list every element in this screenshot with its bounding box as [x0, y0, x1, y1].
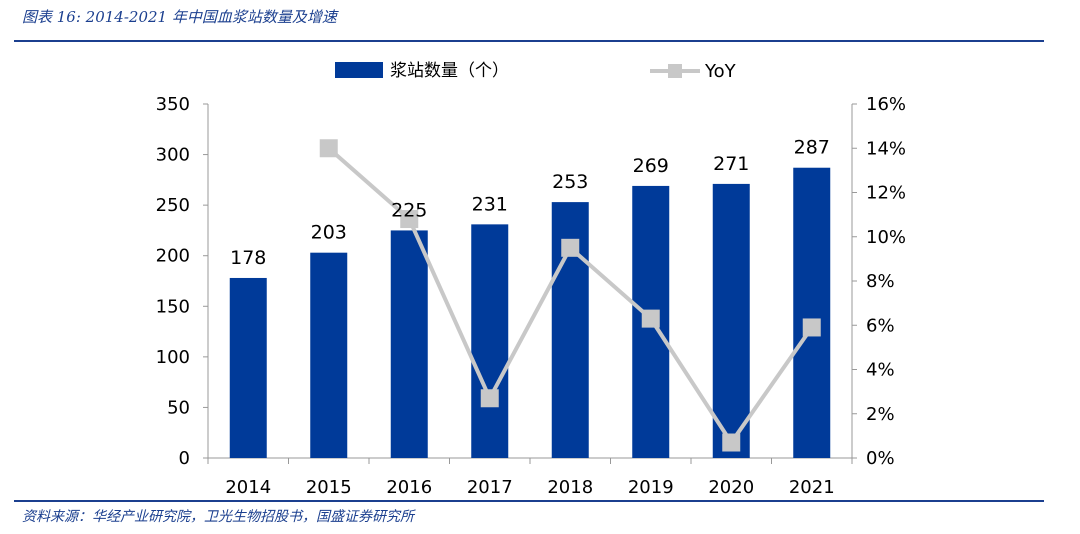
chart-figure-title: 图表 16: 2014-2021 年中国血浆站数量及增速 [22, 8, 337, 26]
x-axis-tick-label: 2018 [547, 477, 593, 498]
right-axis-tick-label: 2% [866, 404, 895, 425]
chart-legend: 浆站数量（个） YoY [335, 61, 737, 82]
data-label: 231 [472, 193, 508, 215]
yoy-point [722, 433, 741, 452]
right-axis-tick-label: 14% [866, 138, 906, 159]
title-divider [14, 40, 1044, 42]
right-axis-tick-label: 8% [866, 271, 895, 292]
left-axis-tick-label: 0 [179, 448, 190, 469]
legend-line-label: YoY [704, 61, 737, 82]
data-label: 287 [794, 137, 830, 159]
chart-axes: 0 50 100 150 200 250 300 350 0% 2% 4% 6% 8% 10% 12% 14%… [156, 94, 906, 498]
right-axis-tick-label: 6% [866, 315, 895, 336]
left-axis-tick-label: 300 [156, 145, 190, 166]
left-axis-tick-label: 350 [156, 94, 190, 115]
data-label: 225 [391, 199, 427, 221]
data-labels: 178 203 225 231 253 269 271 287 [230, 137, 830, 269]
bar-series [229, 167, 831, 458]
bar [793, 167, 831, 458]
yoy-point [641, 309, 660, 328]
x-axis-tick-label: 2020 [708, 477, 754, 498]
bar [390, 230, 428, 458]
data-label: 203 [311, 222, 347, 244]
right-axis-tick-label: 4% [866, 360, 895, 381]
yoy-point [561, 238, 580, 257]
legend-bar-label: 浆站数量（个） [390, 61, 509, 81]
legend-line-marker [668, 64, 682, 78]
left-axis-tick-label: 150 [156, 296, 190, 317]
x-axis-tick-label: 2015 [306, 477, 352, 498]
yoy-point [802, 318, 821, 337]
x-axis-tick-label: 2019 [628, 477, 674, 498]
data-label: 178 [230, 247, 266, 269]
source-note: 资料来源：华经产业研究院，卫光生物招股书，国盛证券研究所 [22, 509, 414, 525]
yoy-point [319, 139, 338, 158]
source-divider [14, 500, 1044, 502]
yoy-line-series [319, 139, 821, 452]
left-axis-tick-label: 100 [156, 347, 190, 368]
left-axis-tick-label: 50 [167, 397, 190, 418]
bar [471, 224, 509, 458]
bar [712, 183, 750, 458]
bar [310, 252, 348, 458]
yoy-point [400, 210, 419, 229]
bar [229, 277, 267, 458]
right-axis-tick-label: 12% [866, 183, 906, 204]
left-axis-tick-label: 250 [156, 195, 190, 216]
x-axis-tick-label: 2021 [789, 477, 835, 498]
data-label: 269 [633, 155, 669, 177]
x-axis-tick-label: 2016 [386, 477, 432, 498]
right-axis-tick-label: 10% [866, 227, 906, 248]
x-axis-tick-label: 2014 [225, 477, 271, 498]
left-axis-tick-label: 200 [156, 246, 190, 267]
right-axis-tick-label: 16% [866, 94, 906, 115]
yoy-point [480, 389, 499, 408]
data-label: 271 [713, 153, 749, 175]
right-axis-tick-label: 0% [866, 448, 895, 469]
data-label: 253 [552, 171, 588, 193]
legend-bar-swatch [335, 62, 383, 78]
x-axis-tick-label: 2017 [467, 477, 513, 498]
